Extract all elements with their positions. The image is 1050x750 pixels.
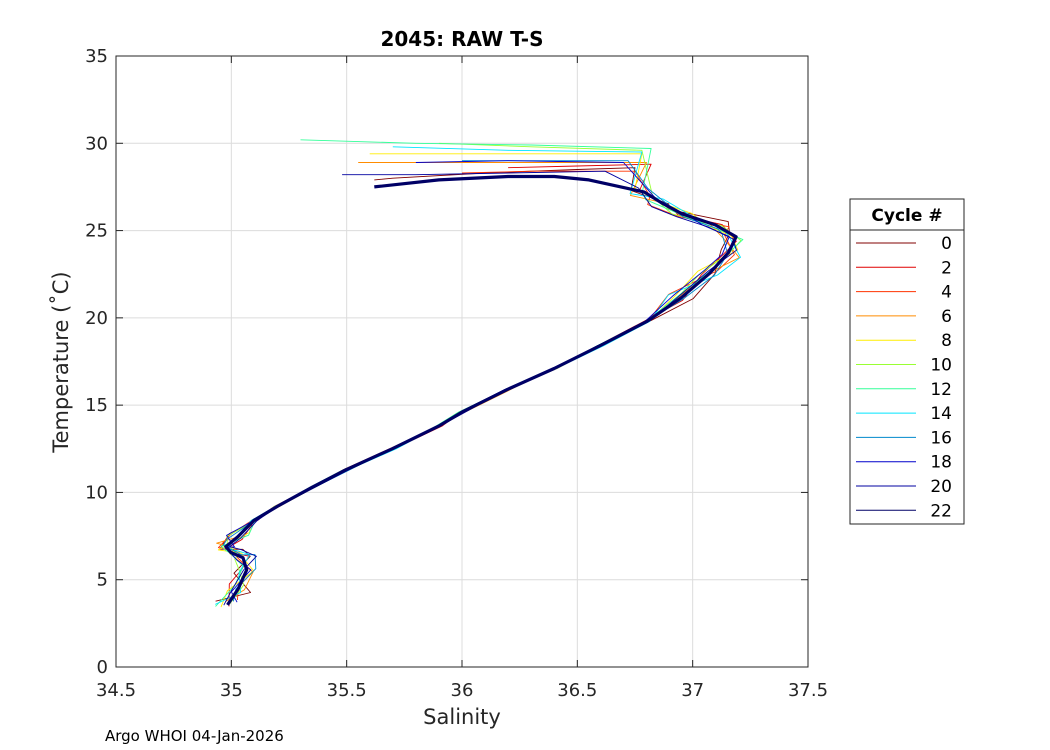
y-tick-label: 0 [97, 657, 108, 678]
y-tick-label: 25 [85, 221, 108, 242]
y-tick-label: 10 [85, 482, 108, 503]
y-tick-label: 15 [85, 395, 108, 416]
legend-label-10: 10 [930, 356, 952, 376]
y-axis-label: Temperature (˚C) [49, 271, 73, 453]
x-tick-label: 34.5 [96, 680, 136, 701]
legend-label-20: 20 [930, 477, 952, 497]
footer-credit: Argo WHOI 04-Jan-2026 [105, 727, 284, 745]
x-axis-label: Salinity [423, 705, 501, 729]
series-layer [215, 139, 744, 608]
legend-label-12: 12 [930, 380, 952, 400]
chart-title: 2045: RAW T-S [380, 27, 543, 51]
x-tick-label: 37.5 [788, 680, 828, 701]
legend-box [849, 198, 965, 525]
legend: Cycle # 0 2 4 6 8 10 12 14 16 18 20 22 [849, 198, 965, 525]
legend-label-14: 14 [930, 404, 952, 424]
x-tick-label: 36 [451, 680, 474, 701]
legend-label-18: 18 [930, 453, 952, 473]
legend-label-6: 6 [941, 307, 952, 327]
legend-title: Cycle # [871, 206, 942, 226]
legend-label-4: 4 [941, 283, 952, 303]
y-tick-label: 30 [85, 133, 108, 154]
x-tick-label: 35 [220, 680, 243, 701]
legend-label-2: 2 [941, 258, 952, 278]
x-tick-label: 35.5 [327, 680, 367, 701]
x-tick-label: 36.5 [557, 680, 597, 701]
legend-entries: 0 2 4 6 8 10 12 14 16 18 20 22 [856, 234, 952, 521]
legend-label-16: 16 [930, 428, 952, 448]
legend-label-22: 22 [930, 501, 952, 521]
legend-label-0: 0 [941, 234, 952, 254]
y-tick-label: 35 [85, 46, 108, 67]
y-tick-label: 5 [97, 570, 108, 591]
series-line-cycle-22 [224, 174, 738, 606]
y-tick-labels: 0 5 10 15 20 25 30 35 [85, 46, 808, 678]
x-tick-labels: 34.5 35 35.5 36 36.5 37 37.5 [96, 56, 828, 701]
legend-label-8: 8 [941, 331, 952, 351]
x-tick-label: 37 [681, 680, 704, 701]
y-tick-label: 20 [85, 308, 108, 329]
